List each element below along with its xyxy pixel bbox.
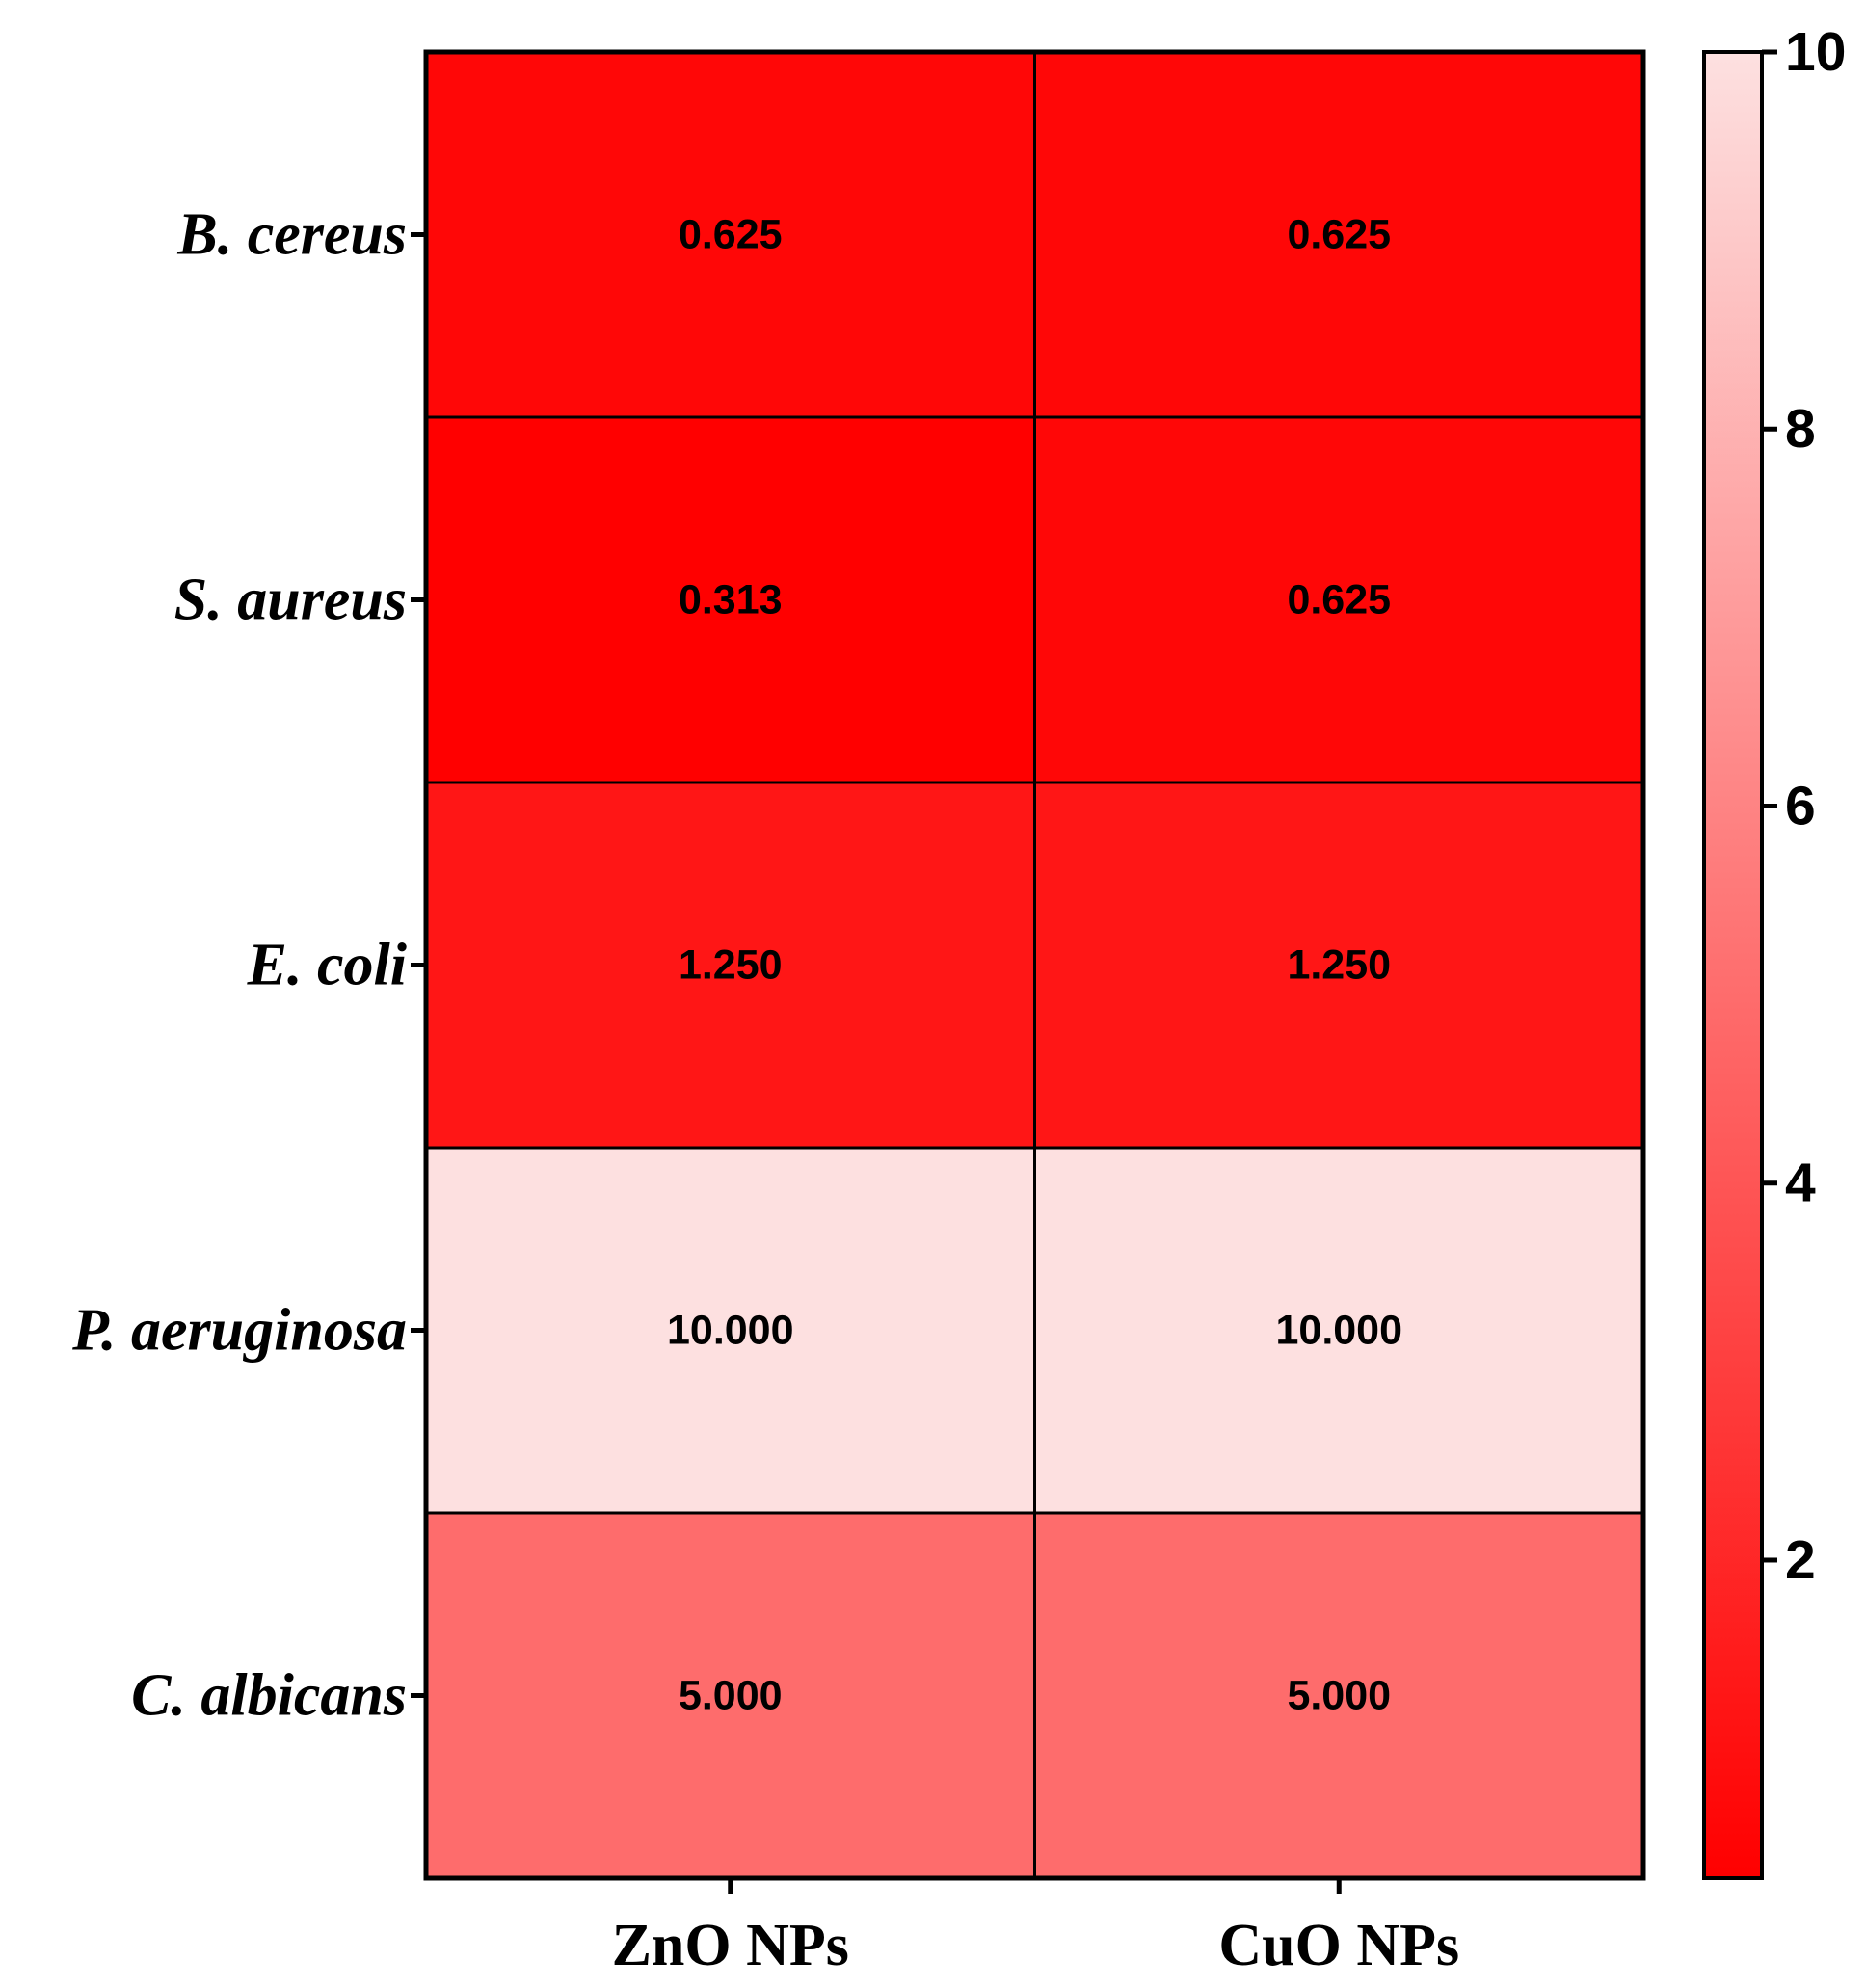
row-label: B. cereus [176,202,407,268]
heatmap-cell [1034,1513,1643,1878]
row-label: S. aureus [174,568,407,633]
heatmap-cell [426,1148,1035,1513]
colorbar-tick-label: 10 [1785,21,1846,83]
colorbar-gradient [1702,50,1764,1880]
colorbar-tick-label: 4 [1785,1153,1816,1214]
row-label: C. albicans [131,1663,407,1729]
cell-value-label: 0.625 [1287,577,1391,623]
colorbar-tick-label: 2 [1785,1529,1816,1591]
cell-value-label: 5.000 [679,1673,783,1719]
cell-value-label: 1.250 [1287,942,1391,989]
colorbar-ticks: 2 4 6 8 10 [1762,21,1846,1591]
column-axis: ZnO NPs CuO NPs [612,1878,1459,1978]
heatmap-cells [426,52,1643,1878]
cell-value-label: 0.313 [679,577,783,623]
heatmap-cell [1034,52,1643,417]
cell-value-label: 0.625 [1287,212,1391,258]
heatmap-cell [1034,782,1643,1148]
heatmap-cell [426,52,1035,417]
cell-value-label: 1.250 [679,942,783,989]
cell-value-label: 0.625 [679,212,783,258]
colorbar-tick-label: 6 [1785,775,1816,836]
heatmap-cell [426,1513,1035,1878]
heatmap-cell [426,782,1035,1148]
heatmap-cell [1034,1148,1643,1513]
row-label: E. coli [247,933,407,998]
cell-value-label: 10.000 [1275,1308,1402,1354]
colorbar: 2 4 6 8 10 [1702,21,1846,1880]
heatmap-cell [426,417,1035,782]
heatmap-cell [1034,417,1643,782]
column-label: CuO NPs [1218,1913,1459,1978]
row-axis: B. cereus S. aureus E. coli P. aeruginosa C.… [71,202,426,1729]
cell-value-label: 5.000 [1287,1673,1391,1719]
colorbar-tick-label: 8 [1785,398,1816,460]
cell-value-label: 10.000 [667,1308,794,1354]
row-label: P. aeruginosa [71,1298,407,1364]
column-label: ZnO NPs [612,1913,849,1978]
heatmap-cell-labels: 0.625 0.625 0.313 0.625 1.250 1.250 10.000 10.0… [667,212,1402,1719]
heatmap-grid [423,49,1646,1881]
